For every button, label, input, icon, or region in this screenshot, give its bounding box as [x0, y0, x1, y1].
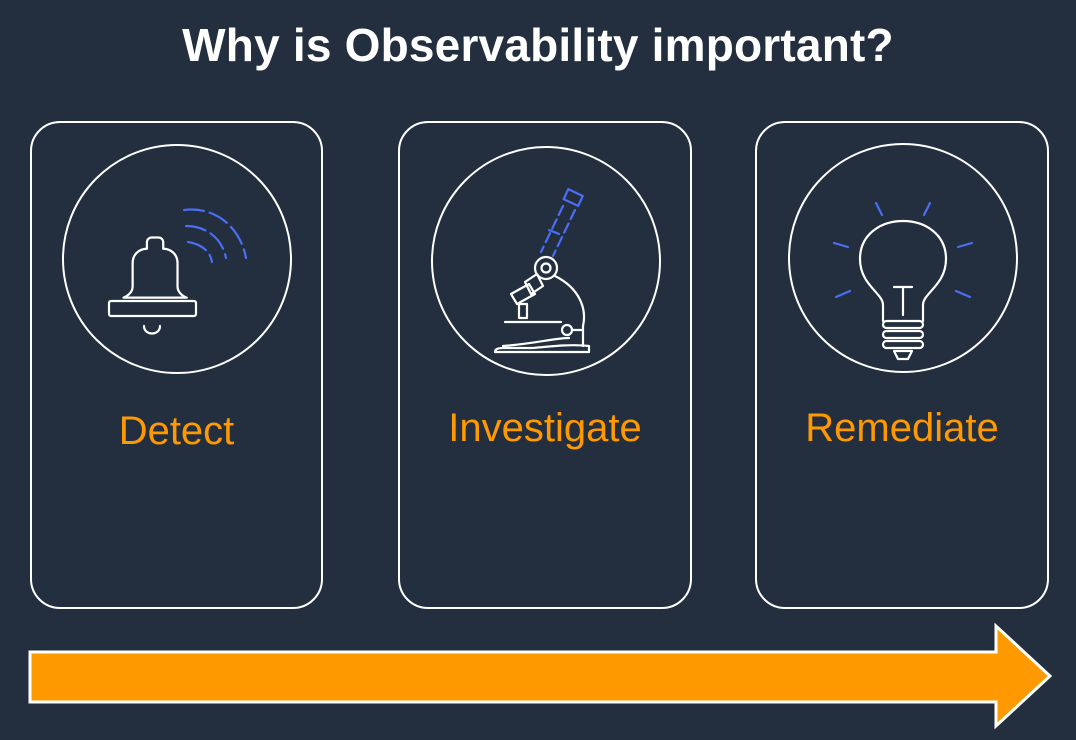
bell-icon: [107, 208, 248, 335]
lightbulb-icon: [832, 201, 974, 361]
detect-icon-circle: [62, 144, 292, 374]
step-card-detect: Detect: [30, 121, 323, 609]
progress-arrow: [28, 622, 1053, 730]
step-label-detect: Detect: [118, 409, 235, 453]
investigate-icon-circle: [431, 146, 661, 376]
microscope-icon: [493, 188, 591, 354]
step-label-investigate: Investigate: [448, 406, 642, 450]
page-title: Why is Observability important?: [182, 19, 894, 71]
step-label-remediate: Remediate: [805, 406, 999, 450]
step-card-investigate: Investigate: [398, 121, 692, 609]
step-card-remediate: Remediate: [755, 121, 1049, 609]
remediate-icon-circle: [788, 143, 1018, 373]
